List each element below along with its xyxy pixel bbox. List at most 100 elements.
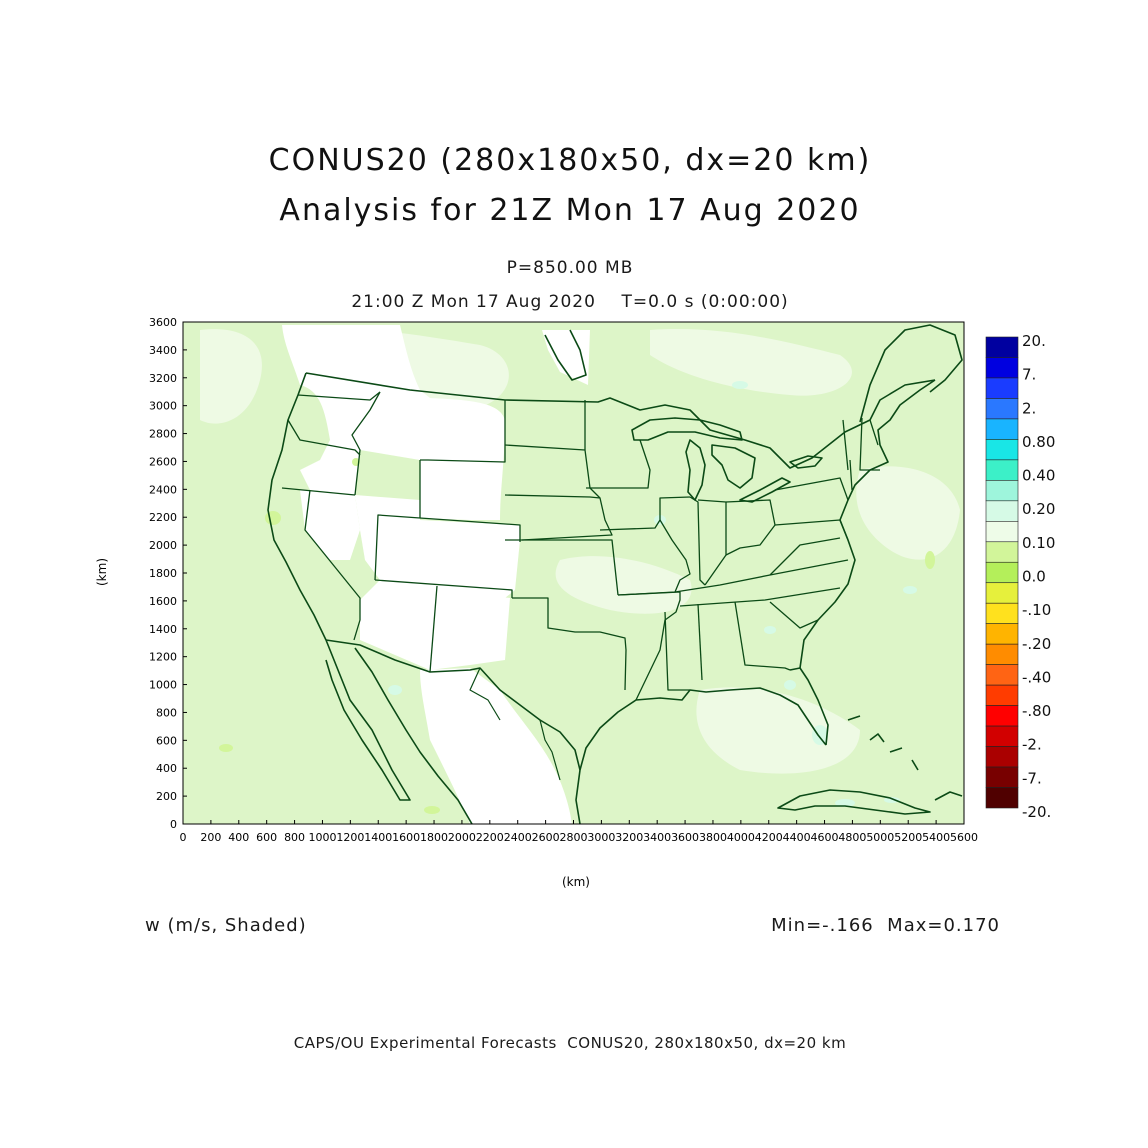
x-tick-label: 3200 bbox=[615, 831, 643, 844]
y-tick-label: 1200 bbox=[149, 651, 177, 664]
x-tick-label: 4400 bbox=[783, 831, 811, 844]
x-tick-label: 800 bbox=[284, 831, 305, 844]
positive-w-speckles bbox=[388, 381, 917, 807]
x-tick-label: 1600 bbox=[392, 831, 420, 844]
x-tick-label: 1000 bbox=[308, 831, 336, 844]
hispaniola bbox=[934, 791, 963, 801]
y-tick-label: 600 bbox=[156, 734, 177, 747]
colorbar-label: -.40 bbox=[1022, 668, 1051, 686]
footer-credit: CAPS/OU Experimental Forecasts CONUS20, … bbox=[293, 1034, 847, 1052]
x-tick-label: 3800 bbox=[699, 831, 727, 844]
y-tick-label: 3400 bbox=[149, 344, 177, 357]
colorbar-label: -7. bbox=[1022, 769, 1042, 787]
lake-huron bbox=[711, 444, 756, 489]
y-tick-label: 3600 bbox=[149, 316, 177, 329]
colorbar-label: 0.10 bbox=[1022, 534, 1055, 552]
colorbar-swatch bbox=[985, 336, 1019, 358]
x-tick-label: 4200 bbox=[755, 831, 783, 844]
y-tick-label: 1000 bbox=[149, 679, 177, 692]
florida bbox=[789, 667, 829, 746]
y-tick-label: 2200 bbox=[149, 511, 177, 524]
colorbar-swatch bbox=[985, 602, 1019, 624]
x-tick-label: 5600 bbox=[950, 831, 978, 844]
y-tick-label: 1400 bbox=[149, 623, 177, 636]
valid-time-label: 21:00 Z Mon 17 Aug 2020 T=0.0 s (0:00:00… bbox=[351, 292, 789, 312]
x-tick-label: 2600 bbox=[532, 831, 560, 844]
colorbar-label: 0.40 bbox=[1022, 467, 1055, 485]
y-tick-label: 1800 bbox=[149, 567, 177, 580]
colorbar-label: -.20 bbox=[1022, 635, 1051, 653]
colorbar-swatch bbox=[985, 664, 1019, 686]
y-tick-label: 1600 bbox=[149, 595, 177, 608]
colorbar-label: 20. bbox=[1022, 332, 1046, 350]
x-tick-label: 4600 bbox=[811, 831, 839, 844]
colorbar-swatch bbox=[985, 623, 1019, 645]
colorbar-swatch bbox=[985, 439, 1019, 461]
west-coast bbox=[267, 372, 327, 641]
colorbar-label: -2. bbox=[1022, 736, 1042, 754]
colorbar: 20. 7. 2. 0.80 0.40 0.20 0.10 0.0 -.10 -.20 -.40 -.… bbox=[985, 332, 1055, 821]
x-tick-label: 3000 bbox=[587, 831, 615, 844]
y-axis-label: (km) bbox=[95, 558, 109, 586]
y-tick-label: 0 bbox=[170, 818, 177, 831]
y-tick-label: 3200 bbox=[149, 372, 177, 385]
y-tick-label: 2600 bbox=[149, 455, 177, 468]
colorbar-swatch bbox=[985, 561, 1019, 584]
colorbar-swatch bbox=[985, 746, 1019, 768]
y-axis: 0 200 400 600 800 1000 1200 1400 1600 1800 2000 220… bbox=[149, 316, 187, 831]
bahamas bbox=[847, 715, 919, 771]
colorbar-swatch bbox=[985, 643, 1019, 665]
x-tick-label: 400 bbox=[228, 831, 249, 844]
hudson-bay-coast bbox=[544, 329, 587, 381]
colorbar-label: 0.80 bbox=[1022, 433, 1055, 451]
x-tick-label: 200 bbox=[200, 831, 221, 844]
us-canada-border bbox=[305, 372, 936, 469]
colorbar-swatch bbox=[985, 521, 1019, 543]
plot-subtitle: Analysis for 21Z Mon 17 Aug 2020 bbox=[279, 193, 861, 228]
x-axis-label: (km) bbox=[562, 875, 590, 889]
x-tick-label: 5400 bbox=[922, 831, 950, 844]
x-tick-label: 5000 bbox=[866, 831, 894, 844]
colorbar-label: -.10 bbox=[1022, 601, 1051, 619]
x-tick-label: 2800 bbox=[560, 831, 588, 844]
x-tick-label: 600 bbox=[256, 831, 277, 844]
plot-title: CONUS20 (280x180x50, dx=20 km) bbox=[268, 143, 872, 178]
y-tick-label: 800 bbox=[156, 706, 177, 719]
colorbar-swatch bbox=[985, 418, 1019, 440]
colorbar-swatch bbox=[985, 480, 1019, 502]
colorbar-label: 7. bbox=[1022, 366, 1036, 384]
colorbar-label: 0.20 bbox=[1022, 500, 1055, 518]
x-tick-label: 1200 bbox=[336, 831, 364, 844]
map-area bbox=[183, 322, 964, 824]
colorbar-swatch bbox=[985, 725, 1019, 747]
colorbar-swatch bbox=[985, 500, 1019, 522]
x-tick-label: 2400 bbox=[504, 831, 532, 844]
us-mexico-border bbox=[325, 639, 581, 771]
cuba bbox=[777, 789, 931, 815]
x-tick-label: 3600 bbox=[671, 831, 699, 844]
colorbar-label: -.80 bbox=[1022, 702, 1051, 720]
pressure-level-label: P=850.00 MB bbox=[506, 258, 634, 278]
mexico-internal-lines bbox=[469, 667, 561, 781]
state-boundaries bbox=[281, 391, 880, 701]
lake-ontario bbox=[789, 455, 823, 469]
min-max-label: Min=-.166 Max=0.170 bbox=[771, 915, 1000, 936]
x-tick-label: 1800 bbox=[420, 831, 448, 844]
colorbar-swatch bbox=[985, 684, 1019, 706]
lake-superior bbox=[631, 417, 743, 441]
colorbar-swatch bbox=[985, 766, 1019, 788]
x-tick-label: 4800 bbox=[838, 831, 866, 844]
x-tick-label: 2000 bbox=[448, 831, 476, 844]
lake-erie bbox=[739, 477, 791, 503]
political-boundaries bbox=[267, 324, 963, 824]
white-field-regions bbox=[282, 325, 590, 824]
labrador-coast bbox=[859, 324, 963, 423]
x-tick-label: 0 bbox=[180, 831, 187, 844]
baja-california bbox=[325, 639, 411, 801]
x-tick-label: 5200 bbox=[894, 831, 922, 844]
x-tick-label: 2200 bbox=[476, 831, 504, 844]
gulf-coast bbox=[579, 687, 827, 771]
x-tick-label: 1400 bbox=[364, 831, 392, 844]
